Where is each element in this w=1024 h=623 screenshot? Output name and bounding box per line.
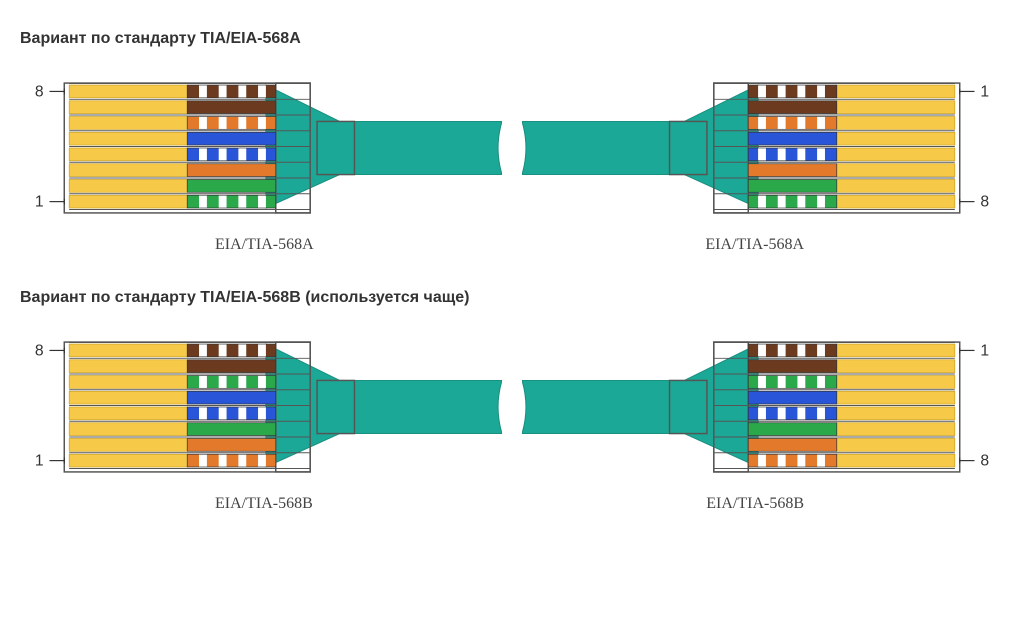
- row-568b: 81 18: [20, 327, 1004, 487]
- svg-text:8: 8: [980, 453, 989, 470]
- svg-text:1: 1: [35, 453, 44, 470]
- connector-568a-right: 18: [522, 68, 1004, 228]
- connector-568a-left: 81: [20, 68, 502, 228]
- connector-568b-right: 18: [522, 327, 1004, 487]
- caption-568a-left: EIA/TIA-568A: [215, 236, 314, 254]
- caption-568a-right: EIA/TIA-568A: [705, 236, 804, 254]
- caption-568b-right: EIA/TIA-568B: [706, 495, 804, 513]
- title-568b: Вариант по стандарту TIA/EIA-568B (испол…: [20, 289, 1004, 307]
- svg-text:1: 1: [980, 83, 989, 100]
- row-568a: 81 18: [20, 68, 1004, 228]
- svg-text:1: 1: [35, 194, 44, 211]
- svg-text:1: 1: [980, 342, 989, 359]
- caption-568b-left: EIA/TIA-568B: [215, 495, 313, 513]
- svg-text:8: 8: [35, 342, 44, 359]
- connector-568b-left: 81: [20, 327, 502, 487]
- svg-text:8: 8: [35, 83, 44, 100]
- svg-text:8: 8: [980, 194, 989, 211]
- title-568a: Вариант по стандарту TIA/EIA-568A: [20, 30, 1004, 48]
